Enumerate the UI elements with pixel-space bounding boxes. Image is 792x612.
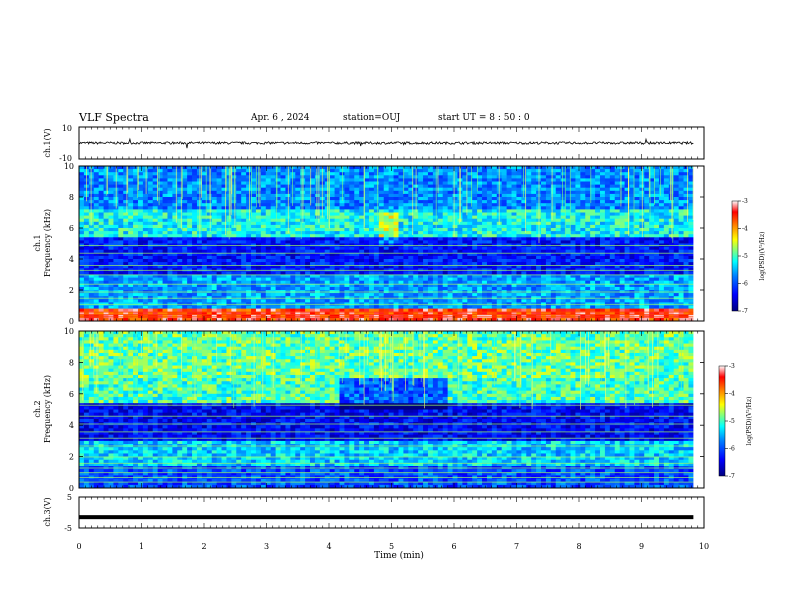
spec1-ytick-0: 0 [69,317,74,326]
spec1-ytick-1: 2 [69,286,74,295]
cbar2-ticks-0: -3 [729,363,735,370]
x-tick-label-10: 10 [699,542,709,551]
ch3-ylabel: ch.3(V) [43,497,52,526]
date-label: Apr. 6 , 2024 [251,113,310,123]
x-tick-label-9: 9 [639,542,644,551]
ch1-spectrogram-panel: 0 2 4 6 8 10 ch.1 Frequency (kHz) [33,162,705,326]
ch2-colorbar: -3 -4 -5 -6 -7 log(PSD)(V²/Hz) [718,363,753,480]
ch3-ytick-bottom: -5 [64,524,72,533]
spec1-ytick-4: 8 [69,193,74,202]
station-label: station=OUJ [343,113,401,123]
x-tick-label-7: 7 [514,542,519,551]
ch2-spectrogram-image [79,331,704,489]
x-tick-label-8: 8 [576,542,581,551]
spec1-ytick-5: 10 [64,162,74,171]
cbar1-ticks-4: -7 [742,308,748,315]
spec2-ytick-2: 4 [69,421,74,430]
spec1-ytick-3: 6 [69,224,74,233]
cbar2-ticks-4: -7 [729,473,735,480]
x-axis-ticks [78,127,705,528]
spec2-ytick-4: 8 [69,358,74,367]
ch1-spec-ylabel-frequency: Frequency (kHz) [43,209,52,277]
cbar2-ticks-3: -6 [729,446,735,453]
ch1-waveform-trace [78,137,694,149]
x-axis-label: Time (min) [374,550,424,561]
spec2-ytick-5: 10 [64,327,74,336]
ch2-spec-ylabel-channel: ch.2 [33,400,42,417]
x-tick-label-1: 1 [139,542,144,551]
plot-title: VLF Spectra [79,111,149,124]
x-tick-label-4: 4 [326,542,331,551]
ch2-spec-ylabel-frequency: Frequency (kHz) [43,375,52,443]
cbar1-ticks-1: -4 [742,226,748,233]
ch1-waveform-panel: 10 -10 ch.1(V) [43,124,705,163]
spec1-ytick-2: 4 [69,255,74,264]
ch1-colorbar: -3 -4 -5 -6 -7 log(PSD)(V²/Hz) [731,198,766,315]
ch2-spectrogram-panel: 0 2 4 6 8 10 ch.2 Frequency (kHz) [33,327,705,493]
x-tick-label-2: 2 [201,542,206,551]
x-tick-label-5: 5 [389,542,394,551]
ch1-ylabel: ch.1(V) [43,128,52,157]
ch3-waveform-trace [79,515,694,520]
ch1-ytick-top: 10 [62,124,72,133]
ch3-waveform-panel: 5 -5 ch.3(V) [43,493,705,533]
ch1-ytick-bottom: -10 [59,154,72,163]
cbar1-ticks-0: -3 [742,198,748,205]
cbar2-ticks-2: -5 [729,418,735,425]
x-tick-label-6: 6 [451,542,456,551]
ch1-spectrogram-image [79,166,704,322]
x-tick-label-0: 0 [76,542,81,551]
cbar1-ticks-3: -6 [742,281,748,288]
x-tick-label-3: 3 [264,542,269,551]
spec2-ytick-0: 0 [69,484,74,493]
cbar1-ticks-2: -5 [742,253,748,260]
cbar2-ticks-1: -4 [729,391,735,398]
start-ut-label: start UT = 8 : 50 : 0 [438,113,530,123]
ch1-colorbar-label: log(PSD)(V²/Hz) [759,232,766,281]
spec2-ytick-1: 2 [69,453,74,462]
ch3-ytick-top: 5 [67,493,72,502]
x-axis-tick-labels: 0 1 2 3 4 5 6 7 8 9 10 [76,542,709,551]
ch2-colorbar-label: log(PSD)(V²/Hz) [746,397,753,446]
ch1-spec-ylabel-channel: ch.1 [33,234,42,251]
spec2-ytick-3: 6 [69,390,74,399]
